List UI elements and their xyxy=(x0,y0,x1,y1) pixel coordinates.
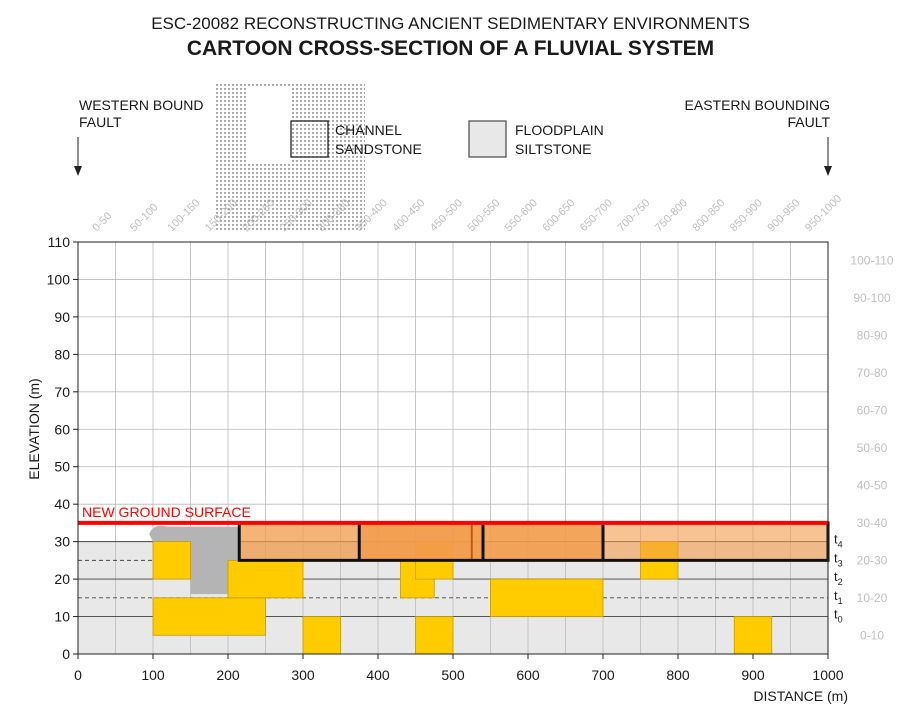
time-line-label: t2 xyxy=(834,569,843,587)
row-label: 90-100 xyxy=(853,291,891,305)
y-tick-label: 20 xyxy=(54,571,70,587)
row-label: 50-60 xyxy=(857,441,888,455)
eastern-fault-arrow-icon xyxy=(824,137,832,176)
active-channel-belt xyxy=(237,521,830,562)
western-fault-line1: WESTERN BOUND xyxy=(79,97,204,113)
western-fault-arrow-icon xyxy=(74,137,82,176)
column-label: 700-750 xyxy=(615,197,652,234)
ground-surface: NEW GROUND SURFACE xyxy=(78,504,828,525)
column-labels: 0-50 50-100 100-150 150-200 200-250 250-300 30… xyxy=(90,193,844,234)
page-title: CARTOON CROSS-SECTION OF A FLUVIAL SYSTE… xyxy=(186,37,715,60)
channel-sandstone-body xyxy=(227,559,304,599)
channel-sandstone-body xyxy=(302,616,341,655)
row-label: 10-20 xyxy=(857,591,888,605)
x-tick-label: 800 xyxy=(666,667,690,683)
column-label: 650-700 xyxy=(578,197,615,234)
channel-belt-segment xyxy=(359,522,483,561)
time-line-label: t4 xyxy=(834,532,843,550)
y-tick-label: 10 xyxy=(54,609,70,625)
time-line-label: t0 xyxy=(834,607,843,625)
stipple-overlay xyxy=(215,82,365,230)
column-label: 800-850 xyxy=(690,197,727,234)
channel-sandstone-body xyxy=(152,541,191,580)
axes: 0 100 200 300 400 500 600 700 800 900 1000 0 10 20 30 4… xyxy=(47,234,844,683)
x-tick-label: 400 xyxy=(366,667,390,683)
column-label: 550-600 xyxy=(503,197,540,234)
row-label: 40-50 xyxy=(857,478,888,492)
row-label: 30-40 xyxy=(857,516,888,530)
y-tick-label: 110 xyxy=(48,234,71,250)
column-label: 0-50 xyxy=(90,210,114,234)
x-tick-label: 700 xyxy=(591,667,615,683)
y-tick-label: 40 xyxy=(54,496,70,512)
x-tick-label: 500 xyxy=(441,667,465,683)
row-label: 80-90 xyxy=(857,329,888,343)
time-line-label: t1 xyxy=(834,588,843,606)
eastern-fault-line1: EASTERN BOUNDING xyxy=(684,97,830,113)
y-tick-label: 70 xyxy=(54,384,70,400)
ground-surface-label: NEW GROUND SURFACE xyxy=(82,504,251,520)
channel-sandstone-body xyxy=(415,616,454,655)
channel-belt-segment xyxy=(239,522,360,561)
floodplain-siltstone-swatch xyxy=(468,120,507,158)
x-tick-label: 600 xyxy=(516,667,540,683)
y-axis-label: ELEVATION (m) xyxy=(26,378,42,479)
y-tick-label: 30 xyxy=(54,534,70,550)
y-tick-label: 50 xyxy=(54,459,70,475)
time-line-label: t3 xyxy=(834,550,843,568)
column-label: 50-100 xyxy=(128,201,161,234)
grid xyxy=(78,242,828,654)
x-tick-label: 100 xyxy=(141,667,165,683)
floodplain-legend-line1: FLOODPLAIN xyxy=(515,122,604,138)
row-labels: 0-10 10-20 20-30 30-40 40-50 50-60 60-70 70-80 8… xyxy=(850,254,893,643)
row-label: 0-10 xyxy=(860,628,884,642)
channel-belt-segment xyxy=(603,522,828,561)
subtitle: ESC-20082 RECONSTRUCTING ANCIENT SEDIMEN… xyxy=(151,14,750,33)
column-label: 400-450 xyxy=(390,197,427,234)
y-tick-label: 80 xyxy=(54,346,70,362)
column-label: 600-650 xyxy=(540,197,577,234)
x-tick-label: 1000 xyxy=(812,667,843,683)
row-label: 100-110 xyxy=(850,254,893,268)
x-axis-label: DISTANCE (m) xyxy=(753,688,848,704)
channel-legend-line1: CHANNEL xyxy=(335,122,402,138)
y-tick-label: 100 xyxy=(47,271,71,287)
x-tick-label: 300 xyxy=(291,667,315,683)
channel-sandstone-swatch xyxy=(290,120,329,158)
column-label: 850-900 xyxy=(728,197,765,234)
eastern-fault-label: EASTERN BOUNDING FAULT xyxy=(685,97,830,131)
western-fault-label: WESTERN BOUND FAULT xyxy=(79,97,203,131)
row-label: 60-70 xyxy=(857,404,888,418)
row-label: 70-80 xyxy=(857,366,888,380)
incision-fill xyxy=(149,525,240,595)
channel-sandstone-body xyxy=(490,578,604,617)
channel-legend-line2: SANDSTONE xyxy=(335,141,422,157)
y-tick-label: 0 xyxy=(62,646,70,662)
column-label: 950-1000 xyxy=(803,193,844,234)
x-tick-label: 900 xyxy=(741,667,765,683)
channel-sandstone-body xyxy=(733,616,773,655)
western-fault-line2: FAULT xyxy=(79,114,122,130)
channel-belt-segment xyxy=(483,522,603,561)
eastern-fault-line2: FAULT xyxy=(787,114,830,130)
column-label: 900-950 xyxy=(765,197,802,234)
column-label: 100-150 xyxy=(165,197,202,234)
gray-incision xyxy=(149,525,240,595)
y-tick-label: 90 xyxy=(54,309,70,325)
floodplain-legend-line2: SILTSTONE xyxy=(515,141,592,157)
y-tick-label: 60 xyxy=(54,421,70,437)
column-label: 750-800 xyxy=(653,197,690,234)
x-tick-label: 200 xyxy=(216,667,240,683)
x-tick-label: 0 xyxy=(74,667,82,683)
column-label: 450-500 xyxy=(428,197,465,234)
row-label: 20-30 xyxy=(857,553,888,567)
column-label: 500-550 xyxy=(465,197,502,234)
channel-sandstone-bodies xyxy=(152,541,773,655)
channel-sandstone-body xyxy=(152,597,266,636)
